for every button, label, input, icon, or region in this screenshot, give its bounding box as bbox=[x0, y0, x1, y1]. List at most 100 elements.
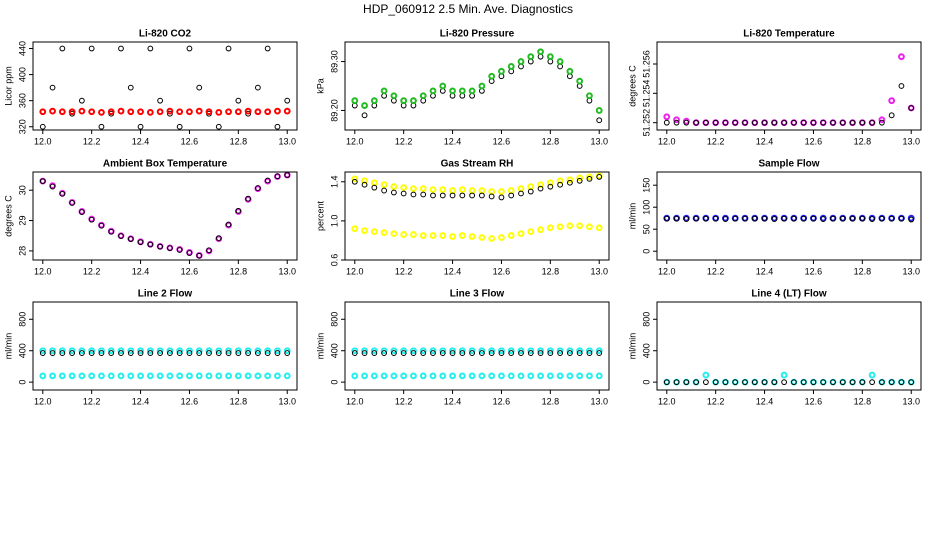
x-tick-label: 12.8 bbox=[230, 396, 248, 406]
point bbox=[400, 184, 408, 192]
point bbox=[839, 119, 846, 126]
series bbox=[663, 83, 915, 126]
plot-frame bbox=[656, 301, 922, 391]
point bbox=[908, 216, 915, 223]
point bbox=[849, 119, 856, 126]
point bbox=[449, 87, 456, 95]
point bbox=[683, 216, 690, 222]
point bbox=[361, 181, 368, 188]
point bbox=[722, 379, 729, 386]
point bbox=[507, 347, 515, 355]
point bbox=[176, 347, 184, 355]
point bbox=[380, 181, 388, 189]
point bbox=[419, 232, 427, 239]
point bbox=[370, 372, 378, 380]
point bbox=[546, 347, 554, 355]
point bbox=[537, 226, 544, 234]
point bbox=[283, 107, 291, 115]
point bbox=[274, 347, 281, 355]
point bbox=[459, 192, 466, 199]
panel: Line 2 Flow ml/min 12.0 12.2 12.4 12.6 12.8 13.… bbox=[3, 289, 298, 406]
point bbox=[146, 372, 154, 380]
point bbox=[439, 232, 447, 239]
point bbox=[196, 84, 203, 91]
point bbox=[107, 108, 115, 116]
x-tick-label: 13.0 bbox=[278, 266, 296, 276]
point bbox=[488, 372, 496, 380]
point bbox=[234, 108, 242, 116]
point bbox=[459, 350, 466, 356]
x-tick-label: 12.4 bbox=[132, 266, 150, 276]
point bbox=[274, 123, 281, 130]
point bbox=[781, 379, 788, 386]
point bbox=[869, 216, 876, 222]
plot-frame bbox=[32, 41, 298, 131]
point bbox=[68, 347, 76, 355]
point bbox=[361, 102, 368, 109]
point bbox=[547, 183, 554, 190]
point bbox=[235, 350, 242, 356]
point bbox=[157, 243, 164, 250]
point bbox=[546, 372, 554, 380]
point bbox=[586, 350, 593, 356]
point bbox=[195, 372, 203, 380]
point bbox=[557, 350, 564, 356]
x-tick-label: 12.8 bbox=[542, 396, 560, 406]
y-tick-label: 89.30 bbox=[329, 50, 339, 73]
point bbox=[751, 215, 758, 222]
y-tick-label: 0 bbox=[641, 249, 651, 254]
point bbox=[156, 372, 164, 380]
x-tick-label: 12.8 bbox=[854, 396, 872, 406]
point bbox=[176, 247, 183, 253]
point bbox=[400, 372, 408, 380]
point bbox=[108, 350, 115, 356]
point bbox=[507, 232, 515, 239]
point bbox=[351, 178, 358, 185]
y-tick-label: 800 bbox=[329, 312, 339, 327]
point bbox=[702, 371, 710, 379]
point bbox=[283, 347, 291, 355]
point bbox=[468, 372, 476, 380]
point bbox=[206, 247, 212, 254]
point bbox=[351, 347, 359, 355]
series bbox=[351, 350, 603, 356]
point bbox=[527, 188, 534, 195]
point bbox=[400, 350, 407, 356]
point bbox=[595, 372, 603, 380]
point bbox=[537, 48, 544, 56]
point bbox=[702, 119, 709, 126]
point bbox=[98, 109, 105, 116]
point bbox=[254, 185, 261, 191]
point bbox=[869, 119, 876, 126]
panel: Gas Stream RH percent 12.0 12.2 12.4 12.6 12.8… bbox=[315, 159, 610, 276]
point bbox=[98, 372, 105, 380]
y-axis-label: kPa bbox=[315, 78, 325, 94]
point bbox=[498, 350, 505, 356]
point bbox=[439, 350, 446, 356]
point bbox=[166, 107, 174, 115]
point bbox=[761, 379, 768, 386]
point bbox=[264, 177, 271, 184]
point bbox=[205, 372, 213, 380]
point bbox=[596, 117, 603, 124]
point bbox=[790, 119, 797, 126]
point bbox=[849, 379, 856, 386]
point bbox=[702, 379, 709, 386]
point bbox=[781, 215, 788, 222]
y-tick-label: 360 bbox=[17, 93, 27, 108]
point bbox=[59, 350, 66, 356]
point bbox=[488, 193, 495, 200]
point bbox=[127, 84, 134, 91]
point bbox=[527, 53, 535, 61]
point bbox=[264, 45, 271, 52]
point bbox=[186, 347, 193, 355]
point bbox=[420, 350, 427, 356]
point bbox=[117, 107, 125, 115]
y-axis-label: degrees C bbox=[3, 195, 13, 237]
point bbox=[225, 108, 232, 116]
point bbox=[410, 372, 417, 380]
point bbox=[478, 347, 486, 355]
point bbox=[517, 58, 525, 65]
y-tick-label: 0 bbox=[17, 380, 27, 385]
point bbox=[429, 186, 437, 194]
